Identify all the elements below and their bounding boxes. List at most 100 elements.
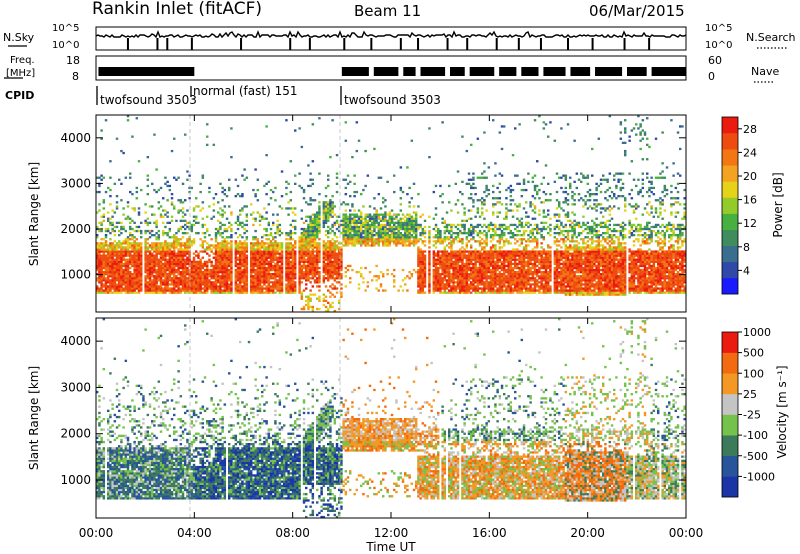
power-cell-4211 xyxy=(450,223,453,227)
power-cell-2199 xyxy=(265,154,268,157)
power-cell-1113 xyxy=(177,176,180,179)
power-cell-1637 xyxy=(221,246,224,249)
power-cell-2519 xyxy=(291,250,295,253)
power-cell-1704 xyxy=(225,250,229,253)
power-cell-3711 xyxy=(401,223,405,227)
power-cell-1641 xyxy=(221,236,224,239)
power-cell-4747 xyxy=(489,227,493,231)
power-cell-484 xyxy=(129,172,132,175)
power-cell-137 xyxy=(104,260,108,263)
power-cell-382 xyxy=(122,250,125,253)
power-cell-3248 xyxy=(344,217,348,220)
power-cell-1149 xyxy=(181,279,185,282)
power-cell-4120 xyxy=(443,240,447,243)
power-cell-775 xyxy=(153,248,156,251)
power-cell-4293 xyxy=(459,289,462,292)
power-cell-2255 xyxy=(269,232,273,235)
power-cell-2543 xyxy=(294,260,297,263)
power-cell-3032 xyxy=(327,178,330,181)
power-cell-2132 xyxy=(261,252,264,255)
power-cell-1001 xyxy=(170,273,174,276)
power-cell-4729 xyxy=(489,277,493,280)
power-cell-1207 xyxy=(186,291,189,294)
power-cell-1329 xyxy=(195,275,198,278)
power-cell-3509 xyxy=(375,213,378,216)
power-cell-3626 xyxy=(390,229,394,233)
power-cell-4744 xyxy=(489,240,493,243)
power-cell-3154 xyxy=(335,236,339,239)
power-cell-1097 xyxy=(177,260,180,263)
power-cell-651 xyxy=(144,258,147,261)
power-cell-1270 xyxy=(190,291,194,294)
power-cell-4196 xyxy=(450,258,453,261)
power-cell-643 xyxy=(144,277,147,280)
power-cell-3895 xyxy=(421,254,425,257)
power-cell-3354 xyxy=(355,121,359,124)
power-cell-3985 xyxy=(432,236,436,239)
power-cell-1659 xyxy=(223,273,227,276)
power-cell-4790 xyxy=(494,283,497,286)
power-cell-3610 xyxy=(388,229,392,233)
power-cell-1150 xyxy=(181,277,185,280)
power-cell-4093 xyxy=(441,221,444,224)
power-cell-4907 xyxy=(500,223,504,227)
power-cell-1971 xyxy=(250,281,253,284)
power-cell-2924 xyxy=(322,281,326,284)
power-cell-1706 xyxy=(225,246,229,249)
power-cell-2688 xyxy=(305,201,308,204)
power-cell-3153 xyxy=(335,240,339,243)
power-cell-4874 xyxy=(498,211,502,214)
power-cell-3628 xyxy=(390,225,394,229)
power-cell-827 xyxy=(157,266,161,270)
power-cell-421 xyxy=(126,289,130,292)
power-cell-2788 xyxy=(311,248,315,251)
power-cell-1460 xyxy=(206,143,209,146)
power-cell-74 xyxy=(100,260,103,263)
power-cell-3005 xyxy=(327,262,330,266)
power-cell-3566 xyxy=(382,213,385,216)
power-cell-2826 xyxy=(313,244,317,247)
power-cell-2586 xyxy=(298,242,301,245)
power-cell-2091 xyxy=(258,279,262,282)
power-cell-2381 xyxy=(280,273,284,276)
power-cell-2283 xyxy=(272,223,275,227)
power-cell-2081 xyxy=(256,211,260,214)
power-cell-1606 xyxy=(219,244,222,247)
power-cell-4414 xyxy=(467,283,471,286)
power-cell-1607 xyxy=(219,242,222,245)
power-cell-2823 xyxy=(313,254,317,257)
power-cell-3104 xyxy=(331,119,334,122)
power-cell-1946 xyxy=(245,264,249,268)
power-cell-4009 xyxy=(434,240,438,243)
power-cell-909 xyxy=(164,279,167,282)
power-cell-2869 xyxy=(316,227,319,231)
power-cell-3888 xyxy=(421,268,425,272)
power-cell-772 xyxy=(153,256,156,259)
power-cell-1048 xyxy=(173,242,176,245)
power-cell-2599 xyxy=(300,277,304,280)
power-cell-152 xyxy=(107,291,110,294)
power-cell-3078 xyxy=(331,271,334,274)
power-cell-2181 xyxy=(265,262,268,266)
power-cell-2356 xyxy=(278,266,282,270)
power-cell-1895 xyxy=(241,221,244,224)
power-cell-777 xyxy=(153,244,156,247)
power-cell-50 xyxy=(98,242,101,245)
power-cell-2015 xyxy=(252,244,255,247)
power-cell-694 xyxy=(146,217,150,220)
power-cell-173 xyxy=(107,246,110,249)
power-cell-4100 xyxy=(443,287,447,290)
power-cell-1321 xyxy=(195,291,198,294)
power-cell-354 xyxy=(120,250,123,253)
power-cell-4750 xyxy=(492,291,495,294)
power-cell-16 xyxy=(96,250,99,253)
power-cell-2670 xyxy=(305,260,308,263)
power-cell-1697 xyxy=(225,264,229,268)
power-cell-1765 xyxy=(230,248,233,251)
power-cell-907 xyxy=(164,283,167,286)
power-cell-836 xyxy=(157,244,161,247)
power-cell-3593 xyxy=(386,238,389,241)
power-cell-2051 xyxy=(254,195,257,198)
power-cell-844 xyxy=(157,188,161,192)
power-cell-4661 xyxy=(483,131,486,134)
